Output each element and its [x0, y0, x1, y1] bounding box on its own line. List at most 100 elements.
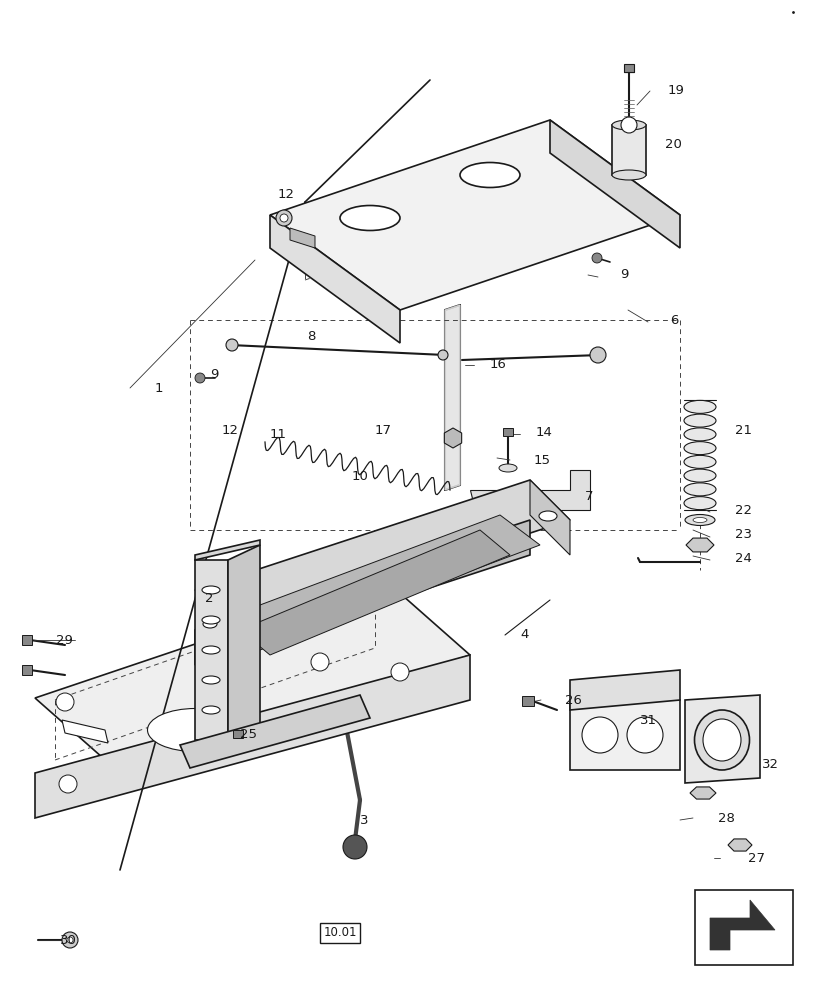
Polygon shape [22, 635, 32, 645]
Circle shape [226, 339, 238, 351]
Polygon shape [22, 665, 32, 675]
Polygon shape [195, 560, 228, 740]
Ellipse shape [703, 719, 741, 761]
Ellipse shape [684, 442, 716, 455]
Circle shape [621, 117, 637, 133]
Text: 10.01: 10.01 [323, 926, 357, 940]
Text: 31: 31 [640, 714, 657, 726]
Circle shape [311, 653, 329, 671]
Text: 4: 4 [520, 629, 529, 642]
Ellipse shape [202, 706, 220, 714]
Bar [695, 890, 793, 965]
Ellipse shape [684, 400, 716, 413]
Ellipse shape [684, 455, 716, 468]
Ellipse shape [340, 206, 400, 231]
Polygon shape [470, 470, 590, 510]
Circle shape [438, 350, 448, 360]
Text: 16: 16 [490, 358, 507, 370]
Ellipse shape [612, 120, 646, 130]
Text: 7: 7 [585, 490, 593, 504]
Circle shape [391, 663, 409, 681]
Polygon shape [240, 530, 510, 655]
Circle shape [59, 775, 77, 793]
Polygon shape [612, 125, 646, 175]
Polygon shape [270, 215, 400, 343]
Polygon shape [233, 730, 243, 738]
Text: 12: 12 [278, 188, 295, 202]
Text: 24: 24 [735, 552, 752, 564]
Ellipse shape [202, 616, 220, 624]
Polygon shape [624, 64, 634, 72]
Circle shape [56, 693, 74, 711]
Polygon shape [550, 120, 680, 248]
Text: 6: 6 [670, 314, 678, 326]
Text: 11: 11 [270, 428, 287, 442]
Text: 32: 32 [762, 758, 779, 772]
Polygon shape [35, 580, 470, 773]
Polygon shape [710, 900, 775, 950]
Polygon shape [728, 839, 752, 851]
Text: 14: 14 [536, 426, 553, 438]
Ellipse shape [202, 586, 220, 594]
Text: 1: 1 [155, 381, 163, 394]
Polygon shape [685, 695, 760, 783]
Text: 17: 17 [375, 424, 392, 436]
Text: 30: 30 [60, 934, 77, 946]
Ellipse shape [684, 414, 716, 427]
Polygon shape [270, 120, 680, 310]
Text: 8: 8 [307, 330, 315, 344]
Polygon shape [522, 696, 534, 706]
Text: 27: 27 [748, 852, 765, 864]
Ellipse shape [684, 469, 716, 482]
Polygon shape [290, 228, 315, 248]
Polygon shape [220, 515, 540, 650]
Polygon shape [195, 520, 530, 665]
Circle shape [62, 932, 78, 948]
Polygon shape [445, 305, 460, 490]
Ellipse shape [684, 483, 716, 496]
Ellipse shape [460, 162, 520, 188]
Ellipse shape [612, 170, 646, 180]
Polygon shape [445, 428, 462, 448]
Polygon shape [35, 655, 470, 818]
Polygon shape [228, 545, 260, 740]
Ellipse shape [684, 497, 716, 510]
Text: 25: 25 [240, 728, 257, 742]
Polygon shape [180, 695, 370, 768]
Polygon shape [570, 670, 680, 710]
Polygon shape [62, 720, 108, 743]
Ellipse shape [148, 708, 242, 752]
Circle shape [590, 347, 606, 363]
Text: 10: 10 [352, 471, 369, 484]
Polygon shape [503, 428, 513, 436]
Ellipse shape [202, 676, 220, 684]
Text: 20: 20 [665, 138, 682, 151]
Circle shape [280, 214, 288, 222]
Ellipse shape [684, 428, 716, 441]
Ellipse shape [203, 620, 217, 628]
Text: 9: 9 [620, 268, 628, 282]
Text: 15: 15 [534, 454, 551, 466]
Circle shape [582, 717, 618, 753]
Circle shape [592, 253, 602, 263]
Polygon shape [686, 538, 714, 552]
Text: 9: 9 [210, 368, 219, 381]
Ellipse shape [693, 518, 707, 522]
Text: 19: 19 [668, 84, 685, 97]
Text: 21: 21 [735, 424, 752, 436]
Ellipse shape [499, 464, 517, 472]
Text: 12: 12 [222, 424, 239, 436]
Circle shape [627, 717, 663, 753]
Ellipse shape [539, 511, 557, 521]
Text: 29: 29 [56, 634, 73, 647]
Text: 2: 2 [205, 591, 214, 604]
Polygon shape [570, 700, 680, 770]
Circle shape [67, 937, 73, 943]
Polygon shape [195, 480, 570, 630]
Ellipse shape [202, 646, 220, 654]
Polygon shape [195, 540, 260, 560]
Polygon shape [690, 787, 716, 799]
Text: 22: 22 [735, 504, 752, 516]
Text: 3: 3 [360, 814, 369, 826]
Circle shape [276, 210, 292, 226]
